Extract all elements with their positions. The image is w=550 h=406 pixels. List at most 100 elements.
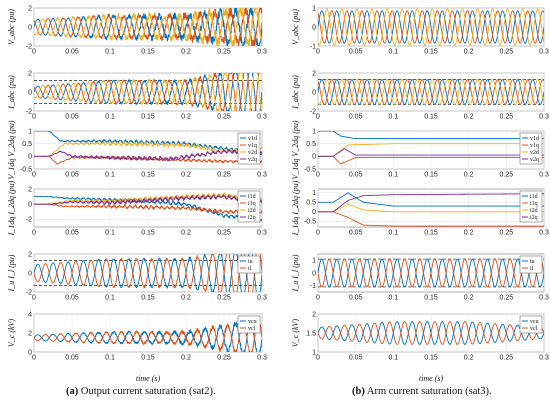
x-tick-label: 0.2	[181, 49, 191, 56]
y-tick-label: 0	[28, 202, 32, 209]
y-tick-label: -2	[26, 43, 32, 50]
x-tick-label: 0.15	[424, 49, 438, 56]
y-tick-label: 4	[28, 311, 32, 318]
x-tick-label: 0.15	[424, 230, 438, 237]
y-tick-label: 0.5	[306, 141, 316, 148]
x-tick-label: 0.15	[141, 295, 155, 302]
series-line-blue	[318, 10, 544, 44]
legend-entry: v1q	[248, 143, 257, 149]
y-axis-label: V_abc (pu)	[7, 9, 16, 45]
y-tick-label: 0	[312, 209, 316, 216]
x-tick-label: 0	[32, 49, 36, 56]
x-tick-label: 0.3	[257, 114, 267, 121]
series-line-orange	[318, 211, 544, 227]
x-tick-label: 0.3	[257, 172, 267, 179]
x-tick-label: 0.3	[539, 49, 549, 56]
y-axis-label: V_1dq V_2dq (pu)	[291, 120, 300, 179]
legend-entry: il	[530, 266, 534, 272]
x-tick-label: 0.05	[65, 172, 79, 179]
x-tick-label: 0.1	[388, 230, 398, 237]
x-tick-label: 0.05	[349, 295, 363, 302]
y-axis-label: V_abc (pu)	[291, 9, 300, 45]
panel-b-3: -0.500.510 0.05 0.1 0.15 0.2 0.25 0.3V_1dq V_2…	[291, 120, 549, 179]
x-tick-label: 0.25	[217, 295, 231, 302]
x-tick-label: 0	[316, 172, 320, 179]
y-tick-label: -1	[310, 283, 316, 290]
x-tick-label: 0.3	[257, 295, 267, 302]
caption-b-tag: (b)	[352, 386, 365, 397]
series-line-orange	[318, 10, 544, 44]
x-tick-label: 0	[316, 355, 320, 362]
x-tick-label: 0.05	[65, 355, 79, 362]
panel-b-4: -0.500.510 0.05 0.1 0.15 0.2 0.25 0.3I_1dq I_2…	[291, 180, 549, 236]
x-tick-label: 0.15	[141, 230, 155, 237]
caption-a-text: Output current saturation (sat2).	[80, 386, 216, 397]
x-tick-label: 0.2	[181, 295, 191, 302]
y-tick-label: 2	[28, 251, 32, 258]
caption-a-tag: (a)	[66, 386, 79, 397]
y-tick-label: 0.5	[22, 141, 32, 148]
y-axis-label: V_1dq V_2dq (pu)	[7, 120, 16, 179]
x-tick-label: 0.3	[257, 49, 267, 56]
x-tick-label: 0.15	[141, 172, 155, 179]
legend-entry: i2d	[248, 208, 256, 214]
x-tick-label: 0.25	[217, 114, 231, 121]
y-tick-label: -1	[310, 43, 316, 50]
legend-entry: i1d	[248, 194, 256, 200]
x-tick-label: 0.25	[217, 172, 231, 179]
x-tick-label: 0.15	[141, 49, 155, 56]
y-tick-label: 1.5	[306, 330, 316, 337]
x-tick-label: 0	[32, 114, 36, 121]
series-line-purple	[318, 193, 544, 213]
x-tick-label: 0.2	[464, 355, 474, 362]
legend-entry: iu	[248, 259, 253, 265]
x-tick-label: 0.05	[65, 114, 79, 121]
series-line-orange	[318, 321, 544, 345]
y-axis-label: I_1dq I_2dq (pu)	[7, 180, 16, 236]
y-tick-label: 1	[312, 5, 316, 12]
legend-box	[237, 132, 261, 165]
x-tick-label: 0.3	[539, 172, 549, 179]
series-line-orange	[34, 254, 262, 292]
x-tick-label: 0.3	[257, 230, 267, 237]
caption-b-text: Arm current saturation (sat3).	[366, 386, 492, 397]
x-tick-label: 0	[316, 295, 320, 302]
legend-entry: v2q	[530, 157, 539, 163]
legend-box	[519, 190, 543, 223]
series-line-orange	[34, 318, 262, 352]
series-line-purple	[34, 149, 262, 162]
x-tick-label: 0.05	[349, 355, 363, 362]
x-tick-label: 0.1	[388, 295, 398, 302]
x-tick-label: 0.25	[500, 172, 514, 179]
caption-b: (b) Arm current saturation (sat3).	[352, 386, 492, 397]
y-tick-label: -2	[26, 289, 32, 296]
y-tick-label: 0	[28, 154, 32, 161]
legend-entry: v2d	[248, 150, 257, 156]
y-tick-label: 2	[28, 186, 32, 193]
x-tick-label: 0.05	[65, 49, 79, 56]
legend-entry: v1d	[530, 136, 539, 142]
y-tick-label: -2	[26, 108, 32, 115]
x-tick-label: 0.3	[539, 295, 549, 302]
x-tick-label: 0.25	[500, 114, 514, 121]
y-tick-label: 0	[28, 24, 32, 31]
x-tick-label: 0.2	[464, 49, 474, 56]
series-line-purple	[318, 148, 544, 157]
legend-box	[519, 315, 543, 334]
y-tick-label: 1	[312, 258, 316, 265]
legend-entry: iu	[530, 259, 535, 265]
x-axis-label: time (s)	[419, 374, 444, 383]
x-tick-label: 0	[32, 230, 36, 237]
series-line-orange	[34, 73, 260, 111]
legend-entry: vcu	[530, 319, 539, 325]
x-tick-label: 0	[32, 355, 36, 362]
